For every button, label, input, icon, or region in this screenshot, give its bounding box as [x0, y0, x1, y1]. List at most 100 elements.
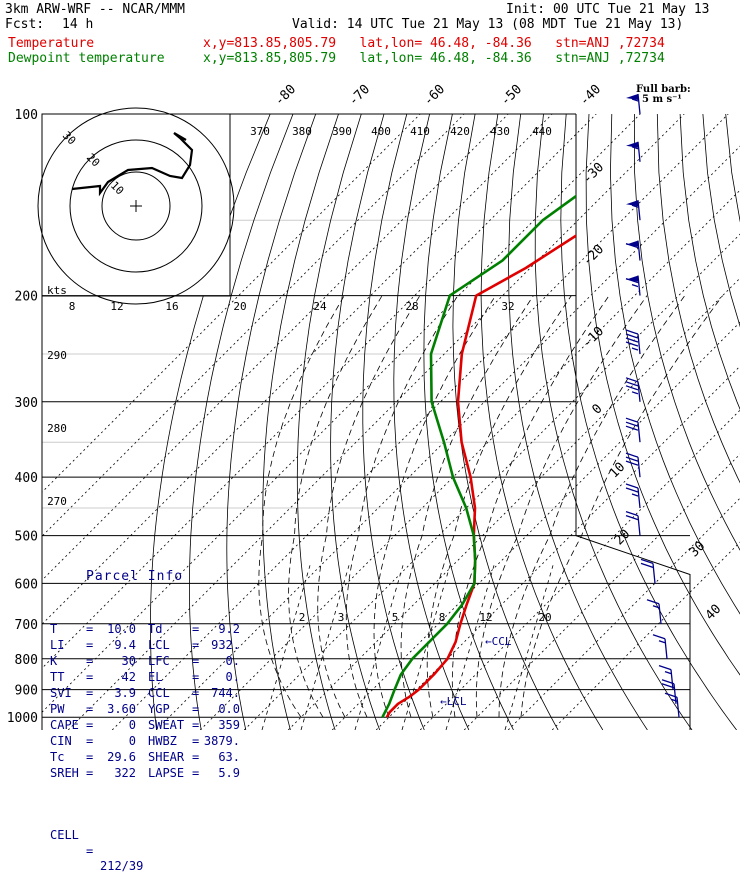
moist-adiabat — [317, 295, 421, 718]
hodograph-speed-label: 32 — [501, 300, 514, 313]
dry-adiabat — [452, 114, 559, 730]
parcel-field-value: 0. — [225, 653, 240, 668]
hodograph-ring — [101, 171, 171, 241]
wind-barb-feather — [625, 515, 639, 521]
wind-barb-feather — [625, 277, 639, 284]
full-barb-label: Full barb: — [636, 84, 691, 95]
wind-barbs — [625, 93, 680, 718]
pressure-tick-label: 200 — [15, 290, 38, 305]
wind-barb-feather — [631, 391, 639, 395]
dry-adiabat — [296, 114, 362, 730]
wind-barb — [625, 417, 641, 443]
theta-label: 390 — [332, 125, 352, 138]
wind-barb-feather — [664, 670, 672, 675]
dry-adiabat — [679, 114, 740, 411]
dry-adiabat — [609, 114, 740, 615]
dewpoint-trace — [381, 194, 576, 718]
parcel-field-value: 0. — [225, 669, 240, 684]
moist-adiabat — [498, 295, 686, 718]
wind-barb-staff — [652, 563, 656, 584]
dry-adiabat — [362, 114, 425, 730]
mixing-ratio-label: 3 — [338, 611, 345, 624]
parcel-info-title: Parcel Info — [86, 569, 184, 584]
hodograph-speed-label: 16 — [165, 300, 178, 313]
wind-barb-feather — [625, 329, 639, 335]
parcel-row: TT = 42 EL = 0. — [50, 669, 240, 684]
parcel-field-value: 359 — [218, 717, 240, 732]
mixing-ratio-label: 5 — [392, 611, 399, 624]
hodograph-speed-label: 8 — [69, 300, 76, 313]
moist-adiabat — [520, 295, 723, 718]
isotherm-label: 30 — [687, 539, 709, 561]
parcel-row: PW = 3.60 YGP = 0.0 — [50, 701, 240, 716]
cell-value: 212/39 — [100, 859, 144, 873]
moist-adiabat — [345, 295, 459, 718]
moist-adiabat — [475, 295, 648, 718]
wind-barb-staff — [670, 669, 674, 690]
parcel-field-label: LCL — [148, 637, 170, 652]
mixing-ratio-label: 8 — [439, 611, 446, 624]
wind-barb — [625, 452, 641, 478]
dewpoint-legend: Dewpoint temperature — [8, 51, 165, 66]
parcel-row: Tc = 29.6 SHEAR = 63. — [50, 749, 240, 764]
parcel-row: LI = 9.4 LCL = 932. — [50, 637, 240, 652]
wind-barb-staff — [658, 603, 662, 624]
model-title: 3km ARW-WRF -- NCAR/MMM — [5, 2, 186, 17]
isotherm-label: -40 — [577, 82, 604, 109]
wind-barb — [626, 93, 641, 115]
parcel-field-label: LAPSE — [148, 765, 185, 780]
dry-adiabat — [330, 114, 385, 730]
theta-label: 370 — [250, 125, 270, 138]
wind-barb-feather — [625, 381, 639, 387]
parcel-field-label: CAPE — [50, 717, 79, 732]
dry-adiabat — [393, 114, 470, 730]
pressure-tick-label: 800 — [15, 653, 38, 668]
parcel-field-value: 63. — [218, 749, 240, 764]
dry-adiabat — [656, 114, 740, 484]
parcel-field-value: 744. — [211, 685, 240, 700]
isotherm — [507, 497, 740, 730]
wind-barb — [625, 329, 641, 355]
forecast-hour: 14 h — [62, 17, 94, 32]
pressure-tick-label: 500 — [15, 530, 38, 545]
wind-barb-feather — [652, 605, 660, 609]
isotherm — [419, 409, 740, 730]
wind-barb-feather — [625, 417, 639, 423]
wind-barb — [625, 240, 641, 261]
wind-barb-staff — [637, 333, 641, 355]
wind-barb-staff — [637, 275, 641, 296]
wind-barb-staff — [637, 487, 641, 509]
parcel-field-value: 3.60 — [107, 701, 136, 716]
parcel-field-value: 42 — [121, 669, 136, 684]
theta-label: 420 — [450, 125, 470, 138]
wind-barb-feather — [625, 377, 639, 383]
wind-barb-staff — [664, 638, 668, 659]
parcel-row: T = 10.0 Td = 9.2 — [50, 621, 240, 636]
wind-barb-pennant — [626, 94, 638, 100]
parcel-field-value: 0.0 — [218, 701, 240, 716]
parcel-field-label: HWBZ — [148, 733, 177, 748]
wind-barb-feather — [625, 487, 639, 493]
lcl-marker: ←LCL — [440, 695, 467, 708]
parcel-field-value: 9.2 — [218, 621, 240, 636]
wind-barb-staff — [637, 93, 641, 115]
parcel-field-label: K — [50, 653, 58, 668]
parcel-field-value: 29.6 — [107, 749, 136, 764]
isotherm-label: -10 — [580, 324, 607, 351]
parcel-field-value: 0 — [128, 733, 136, 748]
isotherm — [331, 321, 740, 730]
isotherm — [375, 365, 740, 730]
isotherm — [463, 453, 740, 730]
hodograph-units: kts — [47, 284, 67, 297]
full-barb-value: 5 m s⁻¹ — [642, 94, 682, 105]
wind-barb — [626, 200, 641, 221]
parcel-field-label: CIN — [50, 733, 72, 748]
dry-adiabat — [534, 114, 693, 730]
parcel-field-label: EL — [148, 669, 163, 684]
isotherm — [287, 277, 740, 730]
wind-barb-feather — [631, 347, 639, 351]
cell-label: CELL — [50, 828, 79, 842]
pressure-tick-label: 900 — [15, 684, 38, 699]
parcel-field-label: SWEAT — [148, 717, 185, 732]
